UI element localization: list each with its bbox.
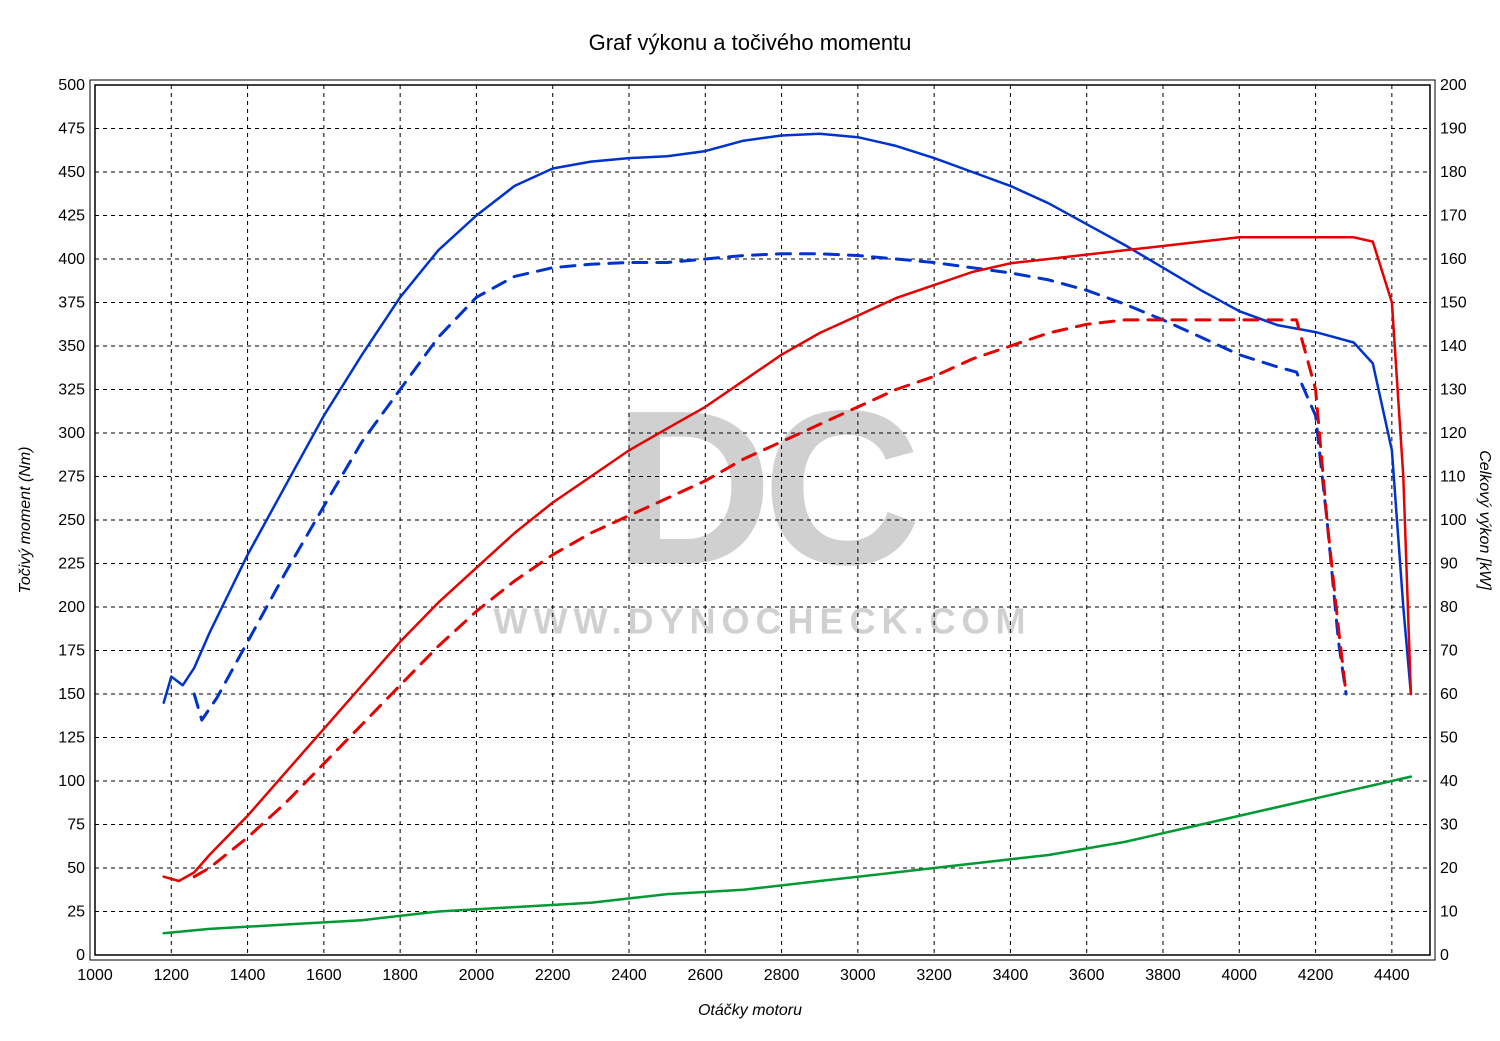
y-left-tick-label: 225 [58,556,85,573]
y-left-tick-label: 250 [58,512,85,529]
y-left-tick-label: 125 [58,730,85,747]
y-right-tick-label: 30 [1440,817,1458,834]
y-left-tick-label: 500 [58,77,85,94]
y-right-tick-label: 130 [1440,382,1467,399]
y-right-tick-label: 110 [1440,469,1466,486]
x-tick-label: 3600 [1069,967,1105,984]
y-left-tick-label: 375 [58,295,85,312]
y-right-tick-label: 120 [1440,425,1467,442]
x-tick-label: 3400 [993,967,1029,984]
y-left-tick-label: 325 [58,382,85,399]
x-tick-label: 4200 [1298,967,1334,984]
y-right-tick-label: 180 [1440,164,1467,181]
x-tick-label: 2200 [535,967,571,984]
y-right-tick-label: 70 [1440,643,1458,660]
y-left-tick-label: 200 [58,599,85,616]
x-tick-label: 2600 [687,967,723,984]
y-left-tick-label: 450 [58,164,85,181]
x-tick-label: 1000 [77,967,113,984]
y-left-tick-label: 475 [58,121,85,138]
y-left-tick-label: 50 [67,860,85,877]
y-right-tick-label: 170 [1440,208,1467,225]
y-right-tick-label: 10 [1440,904,1458,921]
y-right-tick-label: 80 [1440,599,1458,616]
y-left-tick-label: 400 [58,251,85,268]
y-right-tick-label: 200 [1440,77,1467,94]
y-left-tick-label: 75 [67,817,85,834]
x-tick-label: 2800 [764,967,800,984]
watermark-dc-icon: DC [614,365,916,611]
y-left-tick-label: 350 [58,338,85,355]
y-right-axis-label: Celkový výkon [kW] [1476,450,1493,590]
y-left-tick-label: 275 [58,469,85,486]
plot-area: DCWWW.DYNOCHECK.COM100012001400160018002… [58,77,1467,984]
x-tick-label: 1200 [153,967,189,984]
x-axis-label: Otáčky motoru [698,1002,802,1019]
y-left-tick-label: 425 [58,208,85,225]
y-left-tick-label: 150 [58,686,85,703]
x-tick-label: 3800 [1145,967,1181,984]
y-right-tick-label: 40 [1440,773,1458,790]
y-right-tick-label: 190 [1440,121,1467,138]
y-right-tick-label: 100 [1440,512,1467,529]
y-left-tick-label: 0 [76,947,85,964]
chart-svg: Graf výkonu a točivého momentu DCWWW.DYN… [0,0,1500,1041]
x-tick-label: 2000 [459,967,495,984]
y-right-tick-label: 50 [1440,730,1458,747]
y-right-tick-label: 0 [1440,947,1449,964]
x-tick-label: 3000 [840,967,876,984]
y-left-tick-label: 100 [58,773,85,790]
y-right-tick-label: 20 [1440,860,1458,877]
y-right-tick-label: 160 [1440,251,1467,268]
x-tick-label: 4400 [1374,967,1410,984]
y-right-tick-label: 140 [1440,338,1467,355]
x-tick-label: 1400 [230,967,266,984]
x-tick-label: 1600 [306,967,342,984]
x-tick-label: 4000 [1221,967,1257,984]
dyno-chart: Graf výkonu a točivého momentu DCWWW.DYN… [0,0,1500,1041]
x-tick-label: 1800 [382,967,418,984]
y-right-tick-label: 90 [1440,556,1458,573]
x-tick-label: 3200 [916,967,952,984]
y-left-tick-label: 300 [58,425,85,442]
y-left-tick-label: 175 [58,643,85,660]
y-right-tick-label: 150 [1440,295,1467,312]
y-left-tick-label: 25 [67,904,85,921]
y-left-axis-label: Točivý moment (Nm) [17,447,34,594]
x-tick-label: 2400 [611,967,647,984]
chart-title: Graf výkonu a točivého momentu [589,30,912,55]
y-right-tick-label: 60 [1440,686,1458,703]
